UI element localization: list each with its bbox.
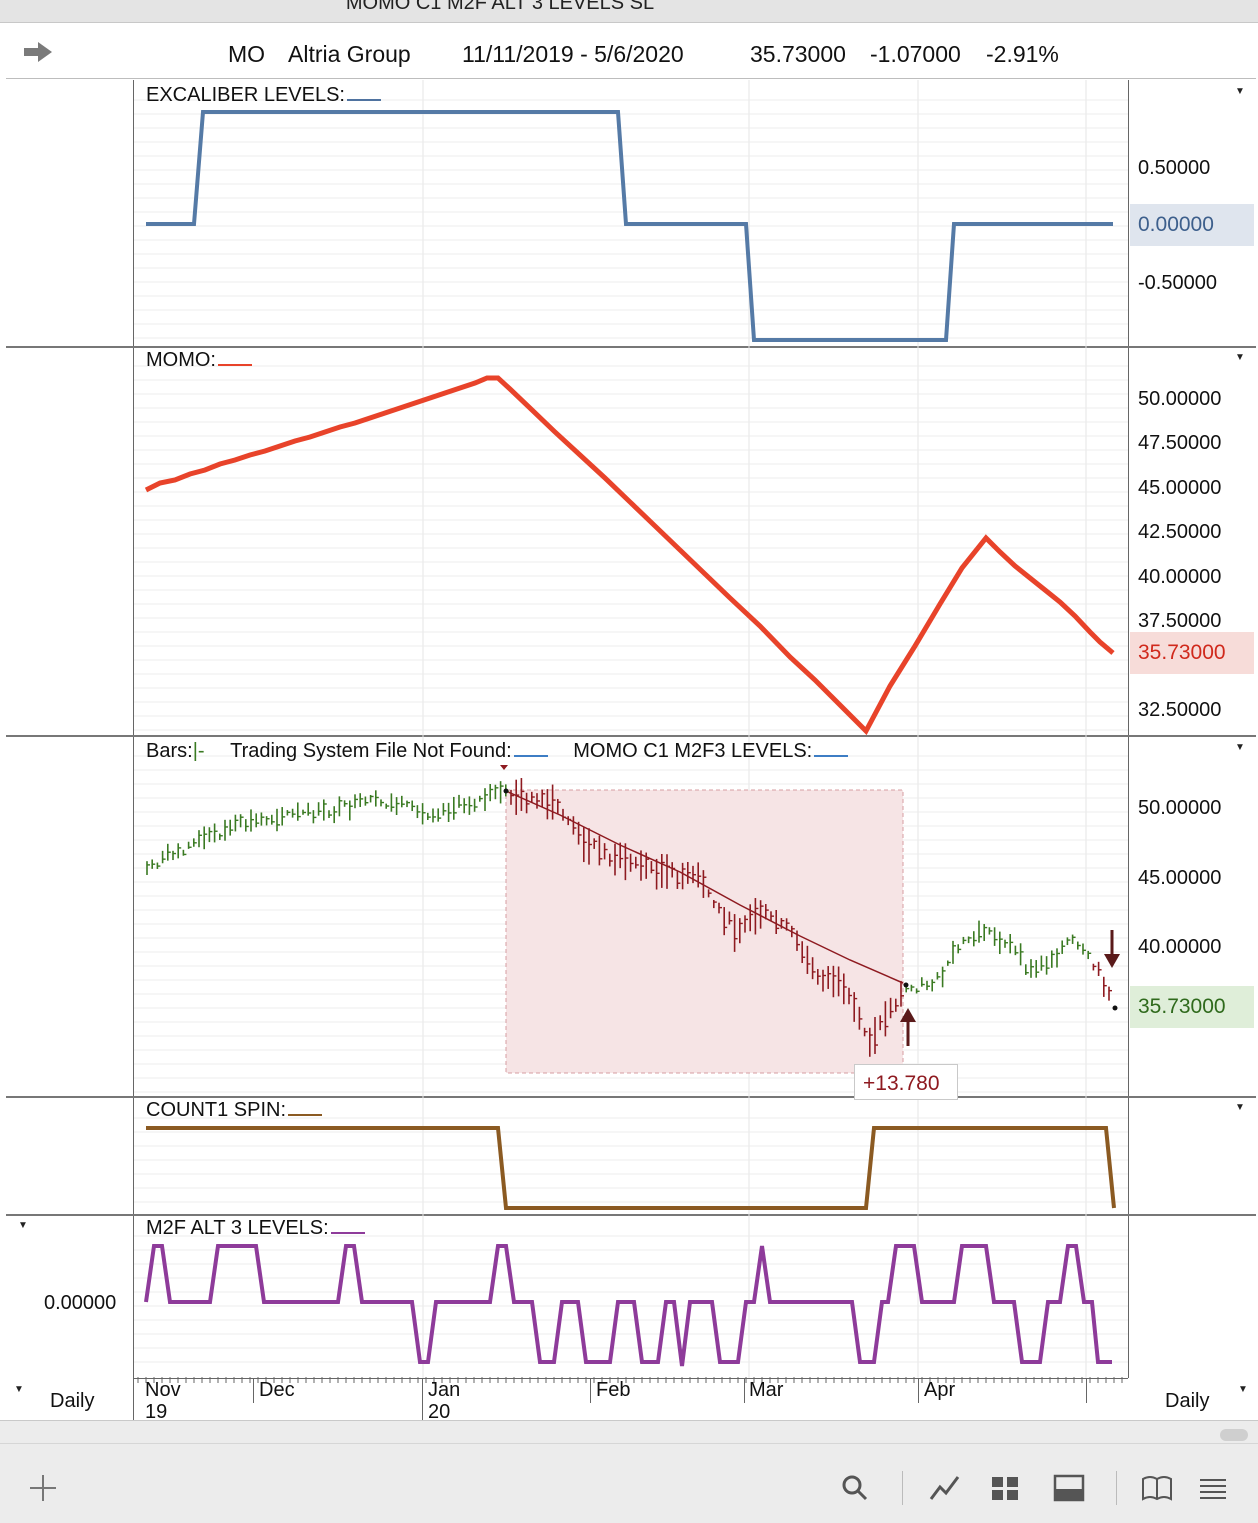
scrollbar-thumb[interactable] <box>1220 1429 1248 1441</box>
period-menu-icon[interactable]: ▼ <box>1238 1384 1248 1395</box>
count1-label: COUNT1 SPIN: <box>146 1099 323 1122</box>
last-value-badge: 0.00000 <box>1130 204 1254 246</box>
axis-tick: 45.00000 <box>1138 477 1222 499</box>
grid-layout-icon[interactable] <box>988 1473 1022 1503</box>
axis-tick: -0.50000 <box>1138 272 1217 294</box>
period-menu-icon[interactable]: ▼ <box>14 1384 24 1395</box>
sell-arrow-icon <box>1104 930 1120 968</box>
year-label: 20 <box>428 1401 451 1423</box>
month-label: Nov <box>145 1379 181 1401</box>
pane-divider[interactable] <box>6 1096 1256 1098</box>
price-change: -1.07000 <box>870 41 961 67</box>
symbol-name: Altria Group <box>288 41 411 67</box>
axis-tick: 50.00000 <box>1138 797 1222 819</box>
month-label: Apr <box>924 1379 956 1401</box>
bars-label: Bars:|- Trading System File Not Found: M… <box>146 740 849 763</box>
panel-layout-icon[interactable] <box>1052 1473 1086 1503</box>
axis-tick: 0.50000 <box>1138 157 1211 179</box>
axis-tick: 42.50000 <box>1138 521 1222 543</box>
book-icon[interactable] <box>1140 1473 1174 1503</box>
trade-point <box>903 982 909 988</box>
momo-label: MOMO: <box>146 349 252 372</box>
last-price: 35.73000 <box>750 41 846 67</box>
pane-menu-icon[interactable]: ▼ <box>18 1220 28 1231</box>
axis-tick: 45.00000 <box>1138 867 1222 889</box>
trade-point <box>1112 1005 1118 1011</box>
m2f-label: M2F ALT 3 LEVELS: <box>146 1217 365 1240</box>
axis-tick: 50.00000 <box>1138 388 1222 410</box>
excaliber-label: EXCALIBER LEVELS: <box>146 84 381 107</box>
pane-divider[interactable] <box>6 346 1256 348</box>
left-gutter-border <box>133 80 134 1420</box>
symbol-header: MO Altria Group 11/11/2019 - 5/6/2020 35… <box>6 30 1256 79</box>
window-titlebar: MOMO C1 M2F ALT 3 LEVELS SL <box>0 0 1258 23</box>
date-range: 11/11/2019 - 5/6/2020 <box>462 41 684 67</box>
last-value-badge: 35.73000 <box>1130 986 1254 1028</box>
month-label: Dec <box>259 1379 295 1401</box>
trade-point <box>503 788 509 794</box>
price-change-pct: -2.91% <box>986 41 1059 67</box>
pane-menu-icon[interactable]: ▼ <box>1235 352 1245 363</box>
axis-ticks <box>137 1377 1123 1383</box>
period-selector-right[interactable]: Daily <box>1165 1390 1210 1412</box>
period-selector-left[interactable]: Daily <box>50 1390 95 1412</box>
buy-arrow-icon <box>900 1008 916 1046</box>
axis-tick: 0.00000 <box>44 1292 117 1314</box>
month-label: Mar <box>749 1379 784 1401</box>
axis-tick: 37.50000 <box>1138 610 1222 632</box>
arrow-right-icon[interactable] <box>22 40 54 64</box>
window-title: MOMO C1 M2F ALT 3 LEVELS SL <box>345 0 655 14</box>
last-value-badge: 35.73000 <box>1130 632 1254 674</box>
pane-menu-icon[interactable]: ▼ <box>1235 86 1245 97</box>
right-gutter-border <box>1128 80 1129 1378</box>
year-label: 19 <box>145 1401 168 1423</box>
symbol-ticker: MO <box>228 41 266 67</box>
trade-profit-label: +13.780 <box>854 1064 958 1100</box>
pane-divider[interactable] <box>6 735 1256 737</box>
pane-menu-icon[interactable]: ▼ <box>1235 1102 1245 1113</box>
line-chart-icon[interactable] <box>928 1473 962 1503</box>
axis-tick: 47.50000 <box>1138 432 1222 454</box>
menu-icon[interactable] <box>1196 1473 1230 1503</box>
pane-divider[interactable] <box>6 1214 1256 1216</box>
date-axis: Nov 19 Dec Jan 20 Feb Mar Apr <box>134 1377 1128 1423</box>
search-icon[interactable] <box>838 1473 872 1503</box>
bottom-toolbar <box>0 1420 1258 1523</box>
axis-tick: 32.50000 <box>1138 699 1222 721</box>
month-label: Jan <box>428 1379 461 1401</box>
axis-tick: 40.00000 <box>1138 936 1222 958</box>
axis-tick: 40.00000 <box>1138 566 1222 588</box>
add-icon[interactable] <box>26 1473 60 1503</box>
month-label: Feb <box>596 1379 631 1401</box>
pane-menu-icon[interactable]: ▼ <box>1235 742 1245 753</box>
